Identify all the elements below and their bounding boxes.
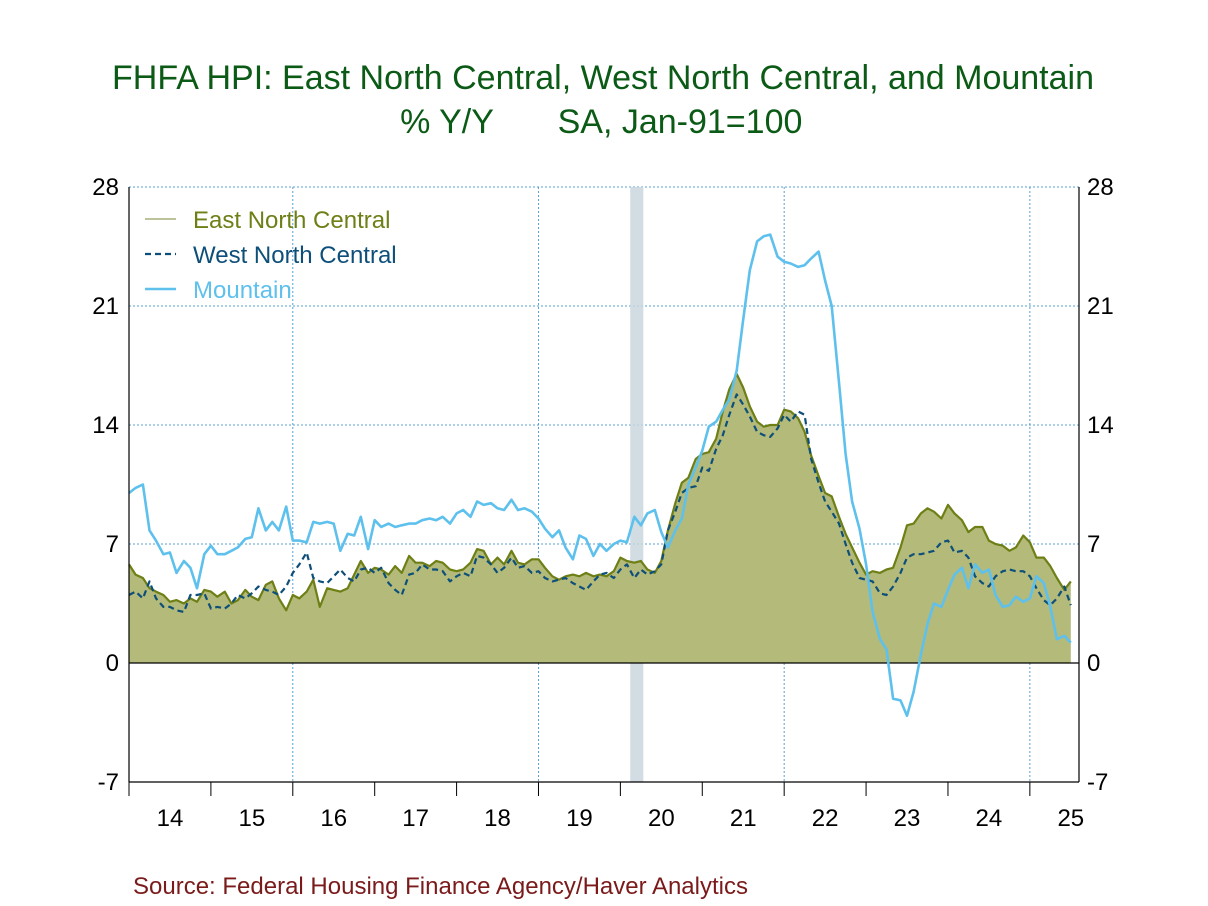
y-tick-label-left: -7 (98, 769, 119, 796)
x-tick-label: 15 (238, 805, 265, 832)
chart-title: FHFA HPI: East North Central, West North… (112, 59, 1094, 97)
y-tick-label-right: 7 (1087, 531, 1100, 558)
y-tick-label-right: 0 (1087, 650, 1100, 677)
x-tick-label: 20 (648, 805, 675, 832)
x-tick-label: 17 (402, 805, 429, 832)
x-tick-label: 14 (157, 805, 184, 832)
y-tick-label-right: 21 (1087, 293, 1114, 320)
y-tick-label-left: 7 (106, 531, 119, 558)
legend-item: East North Central (145, 207, 390, 234)
x-tick-label: 16 (320, 805, 347, 832)
x-tick-label: 21 (730, 805, 757, 832)
series-line-west-north-central (128, 393, 1072, 614)
chart-subtitle-basis: SA, Jan-91=100 (558, 103, 803, 141)
y-tick-label-left: 28 (92, 174, 119, 201)
y-tick-label-right: -7 (1087, 769, 1108, 796)
source-note: Source: Federal Housing Finance Agency/H… (133, 873, 748, 900)
x-tick-label: 25 (1057, 805, 1084, 832)
recession-band (630, 187, 644, 782)
legend-label: Mountain (193, 277, 292, 304)
x-tick-label: 24 (976, 805, 1003, 832)
legend-item: West North Central (145, 242, 397, 269)
y-tick-label-left: 14 (92, 412, 119, 439)
y-tick-label-left: 21 (92, 293, 119, 320)
chart-subtitle-units: % Y/Y (400, 103, 494, 141)
series-line-mountain (128, 233, 1072, 717)
legend: East North Central West North Central Moun… (145, 207, 397, 304)
y-tick-label-right: 28 (1087, 174, 1114, 201)
legend-label: West North Central (193, 242, 397, 269)
x-tick-label: 18 (484, 805, 511, 832)
legend-label: East North Central (193, 207, 390, 234)
plot-area: -7 -7 0 0 7 7 14 14 21 21 28 28 14 15 16 17 18 19 20 21 22 23… (92, 174, 1113, 832)
legend-item: Mountain (145, 277, 292, 304)
series-area-east-north-central (129, 374, 1071, 663)
y-tick-label-right: 14 (1087, 412, 1114, 439)
y-tick-label-left: 0 (106, 650, 119, 677)
x-tick-label: 19 (566, 805, 593, 832)
x-tick-label: 23 (894, 805, 921, 832)
x-tick-label: 22 (812, 805, 839, 832)
series-line-east-north-central (128, 372, 1072, 612)
